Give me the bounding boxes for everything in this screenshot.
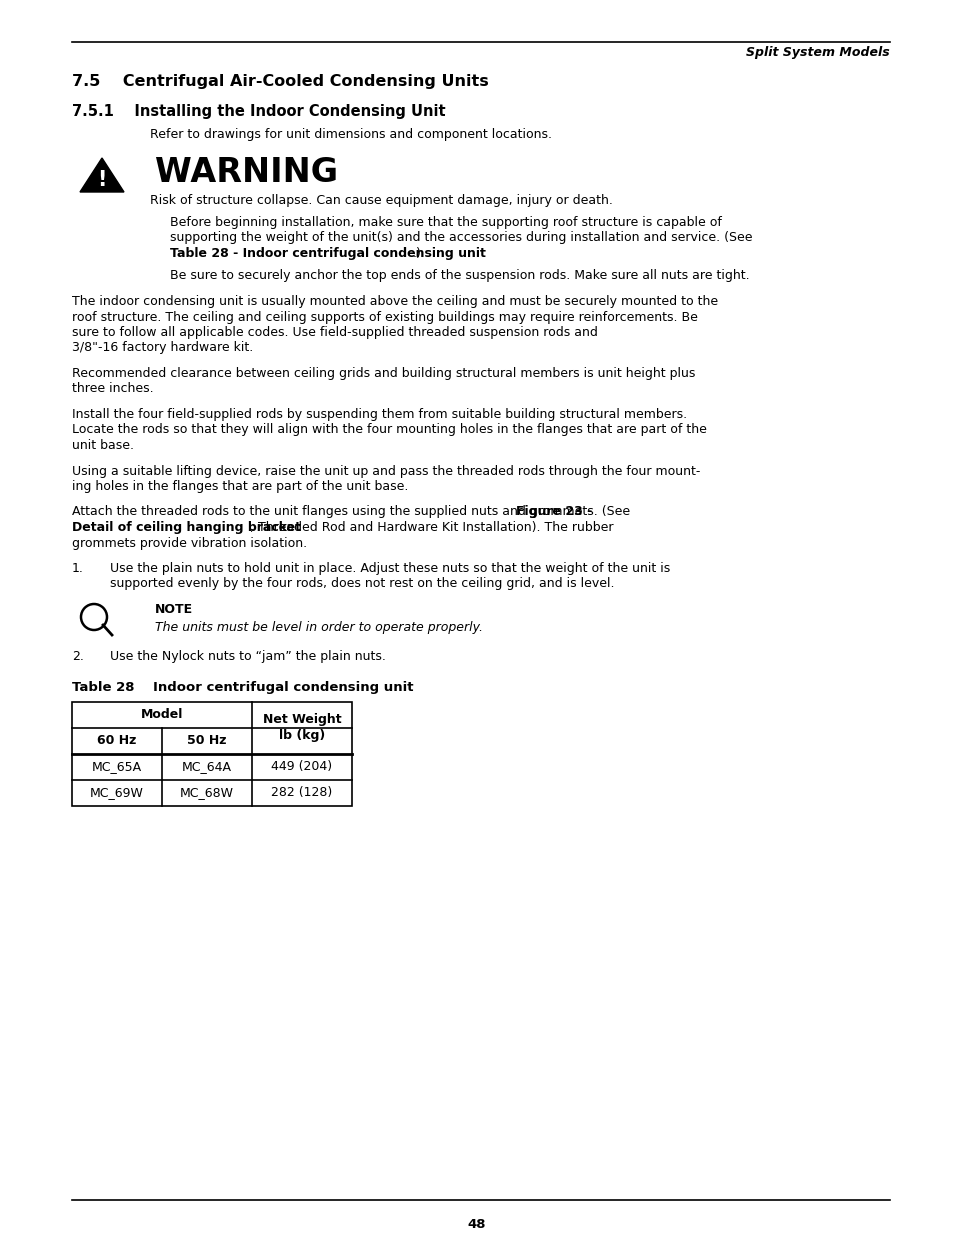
Text: , Threaded Rod and Hardware Kit Installation). The rubber: , Threaded Rod and Hardware Kit Installa… [250, 521, 613, 534]
Text: Install the four field-supplied rods by suspending them from suitable building s: Install the four field-supplied rods by … [71, 408, 686, 421]
Text: Net Weight
lb (kg): Net Weight lb (kg) [262, 713, 341, 742]
Text: Model: Model [141, 708, 183, 721]
Text: unit base.: unit base. [71, 438, 133, 452]
Polygon shape [80, 158, 124, 191]
Text: 449 (204): 449 (204) [272, 760, 333, 773]
Text: Split System Models: Split System Models [745, 46, 889, 59]
Text: roof structure. The ceiling and ceiling supports of existing buildings may requi: roof structure. The ceiling and ceiling … [71, 310, 698, 324]
Text: 50 Hz: 50 Hz [187, 734, 227, 747]
Text: grommets provide vibration isolation.: grommets provide vibration isolation. [71, 536, 307, 550]
Text: 7.5.1    Installing the Indoor Condensing Unit: 7.5.1 Installing the Indoor Condensing U… [71, 104, 445, 119]
Text: Detail of ceiling hanging bracket: Detail of ceiling hanging bracket [71, 521, 301, 534]
Text: ing holes in the flanges that are part of the unit base.: ing holes in the flanges that are part o… [71, 480, 408, 493]
Text: sure to follow all applicable codes. Use field-supplied threaded suspension rods: sure to follow all applicable codes. Use… [71, 326, 598, 338]
Text: 2.: 2. [71, 650, 84, 663]
Text: supporting the weight of the unit(s) and the accessories during installation and: supporting the weight of the unit(s) and… [170, 231, 752, 245]
Text: Table 28    Indoor centrifugal condensing unit: Table 28 Indoor centrifugal condensing u… [71, 682, 413, 694]
Text: NOTE: NOTE [154, 603, 193, 616]
Text: 282 (128): 282 (128) [271, 785, 333, 799]
Text: Locate the rods so that they will align with the four mounting holes in the flan: Locate the rods so that they will align … [71, 424, 706, 436]
Text: Recommended clearance between ceiling grids and building structural members is u: Recommended clearance between ceiling gr… [71, 367, 695, 380]
Text: Figure 23 -: Figure 23 - [516, 505, 592, 519]
Text: The indoor condensing unit is usually mounted above the ceiling and must be secu: The indoor condensing unit is usually mo… [71, 295, 718, 308]
Text: MC_65A: MC_65A [91, 760, 142, 773]
Text: Risk of structure collapse. Can cause equipment damage, injury or death.: Risk of structure collapse. Can cause eq… [150, 194, 612, 207]
Text: The units must be level in order to operate properly.: The units must be level in order to oper… [154, 620, 482, 634]
Text: WARNING: WARNING [154, 156, 337, 189]
Text: 48: 48 [467, 1218, 486, 1231]
Text: 7.5    Centrifugal Air-Cooled Condensing Units: 7.5 Centrifugal Air-Cooled Condensing Un… [71, 74, 488, 89]
Bar [71, 701, 352, 805]
Text: Using a suitable lifting device, raise the unit up and pass the threaded rods th: Using a suitable lifting device, raise t… [71, 464, 700, 478]
Text: Be sure to securely anchor the top ends of the suspension rods. Make sure all nu: Be sure to securely anchor the top ends … [170, 269, 749, 282]
Text: three inches.: three inches. [71, 383, 153, 395]
Text: .): .) [413, 247, 421, 261]
Text: Attach the threaded rods to the unit flanges using the supplied nuts and grommet: Attach the threaded rods to the unit fla… [71, 505, 634, 519]
Text: 3/8"-16 factory hardware kit.: 3/8"-16 factory hardware kit. [71, 342, 253, 354]
Text: Before beginning installation, make sure that the supporting roof structure is c: Before beginning installation, make sure… [170, 216, 721, 228]
Text: MC_69W: MC_69W [90, 785, 144, 799]
Text: Use the plain nuts to hold unit in place. Adjust these nuts so that the weight o: Use the plain nuts to hold unit in place… [110, 562, 670, 576]
Text: Refer to drawings for unit dimensions and component locations.: Refer to drawings for unit dimensions an… [150, 128, 552, 141]
Text: MC_64A: MC_64A [182, 760, 232, 773]
Text: 60 Hz: 60 Hz [97, 734, 136, 747]
Text: Use the Nylock nuts to “jam” the plain nuts.: Use the Nylock nuts to “jam” the plain n… [110, 650, 385, 663]
Text: supported evenly by the four rods, does not rest on the ceiling grid, and is lev: supported evenly by the four rods, does … [110, 578, 614, 590]
Text: !: ! [97, 169, 107, 189]
Text: MC_68W: MC_68W [180, 785, 233, 799]
Text: 1.: 1. [71, 562, 84, 576]
Text: Table 28 - Indoor centrifugal condensing unit: Table 28 - Indoor centrifugal condensing… [170, 247, 485, 261]
